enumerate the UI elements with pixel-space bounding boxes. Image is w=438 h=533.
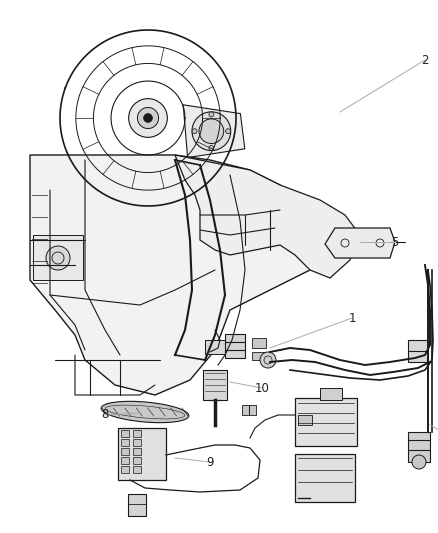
- Bar: [252, 338, 266, 348]
- Ellipse shape: [101, 401, 189, 423]
- Bar: [298, 415, 312, 425]
- Bar: [225, 334, 245, 358]
- Polygon shape: [30, 155, 315, 395]
- Circle shape: [260, 352, 276, 368]
- Bar: [320, 388, 342, 400]
- Bar: [133, 430, 141, 437]
- Circle shape: [199, 119, 224, 143]
- Bar: [121, 430, 129, 437]
- Circle shape: [192, 128, 197, 134]
- Bar: [408, 432, 430, 462]
- Bar: [128, 494, 146, 516]
- Circle shape: [209, 146, 214, 150]
- Bar: [121, 439, 129, 446]
- Circle shape: [412, 455, 426, 469]
- Circle shape: [226, 128, 230, 134]
- Circle shape: [209, 112, 214, 117]
- Text: 8: 8: [101, 408, 109, 422]
- Bar: [121, 448, 129, 455]
- Circle shape: [46, 246, 70, 270]
- Bar: [133, 457, 141, 464]
- Text: 10: 10: [254, 382, 269, 394]
- Bar: [133, 448, 141, 455]
- Bar: [121, 457, 129, 464]
- Bar: [295, 454, 355, 502]
- Bar: [252, 352, 266, 360]
- Bar: [133, 439, 141, 446]
- Bar: [203, 370, 227, 400]
- Polygon shape: [325, 228, 395, 258]
- Bar: [133, 466, 141, 473]
- Circle shape: [144, 114, 152, 123]
- Circle shape: [129, 99, 167, 138]
- Bar: [33, 235, 83, 280]
- Bar: [118, 428, 166, 480]
- Polygon shape: [183, 105, 245, 158]
- Bar: [295, 398, 357, 446]
- Text: 9: 9: [206, 456, 214, 469]
- Circle shape: [192, 112, 231, 150]
- Bar: [242, 405, 256, 415]
- Polygon shape: [175, 155, 360, 278]
- Text: 2: 2: [421, 53, 429, 67]
- Text: 1: 1: [348, 311, 356, 325]
- Circle shape: [138, 108, 159, 128]
- Text: 5: 5: [391, 236, 399, 248]
- Bar: [205, 340, 227, 354]
- Bar: [408, 340, 428, 362]
- Bar: [121, 466, 129, 473]
